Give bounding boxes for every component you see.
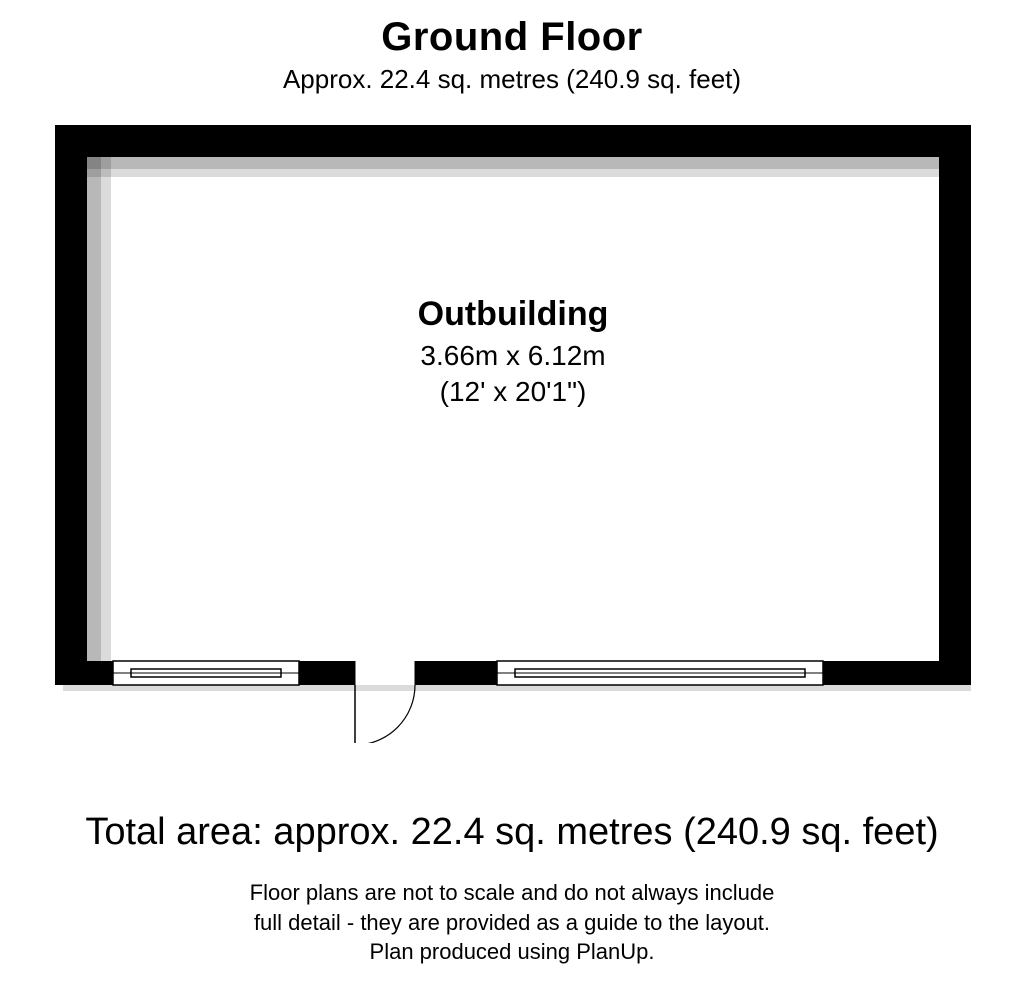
room-dim-imperial: (12' x 20'1") <box>55 376 971 408</box>
disclaimer-line-2: full detail - they are provided as a gui… <box>0 908 1024 938</box>
disclaimer-line-3: Plan produced using PlanUp. <box>0 937 1024 967</box>
disclaimer-line-1: Floor plans are not to scale and do not … <box>0 878 1024 908</box>
header: Ground Floor Approx. 22.4 sq. metres (24… <box>0 0 1024 95</box>
floor-plan: Outbuilding 3.66m x 6.12m (12' x 20'1") <box>55 125 971 743</box>
floor-plan-svg <box>55 125 971 743</box>
disclaimer: Floor plans are not to scale and do not … <box>0 878 1024 967</box>
floor-title: Ground Floor <box>0 15 1024 60</box>
room-dim-metric: 3.66m x 6.12m <box>55 340 971 372</box>
footer: Total area: approx. 22.4 sq. metres (240… <box>0 811 1024 967</box>
room-name: Outbuilding <box>55 295 971 334</box>
total-area: Total area: approx. 22.4 sq. metres (240… <box>0 811 1024 854</box>
room-labels: Outbuilding 3.66m x 6.12m (12' x 20'1") <box>55 295 971 408</box>
floor-subtitle: Approx. 22.4 sq. metres (240.9 sq. feet) <box>0 64 1024 95</box>
